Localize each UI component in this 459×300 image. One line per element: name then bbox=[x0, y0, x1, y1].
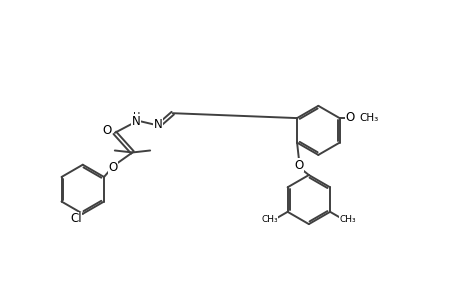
Text: O: O bbox=[345, 111, 354, 124]
Text: O: O bbox=[294, 159, 303, 172]
Text: Cl: Cl bbox=[70, 212, 82, 225]
Text: N: N bbox=[153, 118, 162, 131]
Text: CH₃: CH₃ bbox=[339, 215, 355, 224]
Text: CH₃: CH₃ bbox=[261, 215, 278, 224]
Text: N: N bbox=[132, 115, 140, 128]
Text: H: H bbox=[133, 112, 140, 122]
Text: O: O bbox=[108, 161, 117, 174]
Text: CH₃: CH₃ bbox=[358, 113, 378, 123]
Text: O: O bbox=[102, 124, 112, 137]
